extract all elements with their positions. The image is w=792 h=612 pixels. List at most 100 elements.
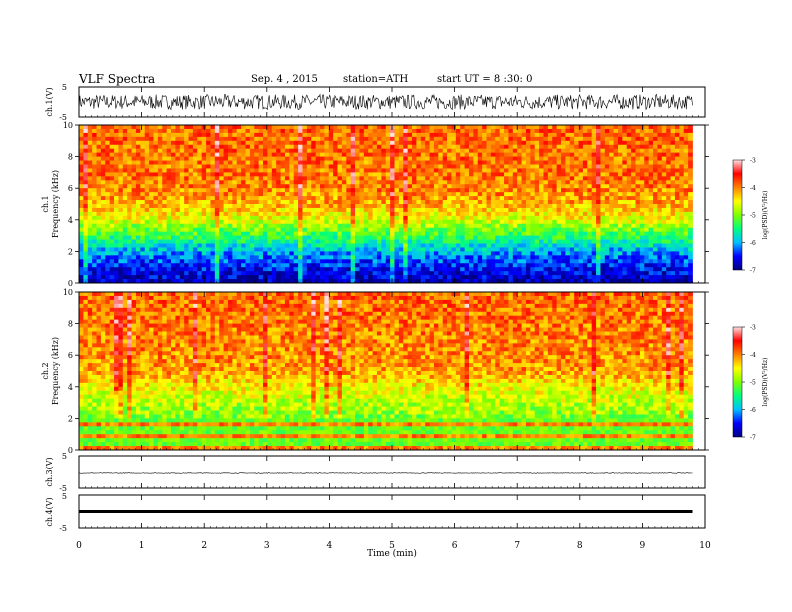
spectrogram-cell (495, 156, 501, 161)
spectrogram-cell (109, 160, 115, 165)
spectrogram-cell (83, 267, 89, 272)
spectrogram-cell (135, 140, 141, 146)
spectrogram-cell (355, 152, 360, 157)
spectrogram-cell (490, 140, 496, 146)
spectrogram-cell (512, 128, 518, 134)
spectrogram-cell (587, 180, 593, 185)
spectrogram-cell (320, 211, 325, 217)
spectrogram-cell (433, 132, 439, 138)
spectrogram-cell (315, 215, 321, 221)
spectrogram-cell (385, 227, 391, 233)
spectrogram-cell (140, 243, 146, 248)
spectrogram-cell (504, 215, 509, 221)
spectrogram-cell (293, 223, 299, 229)
spectrogram-cell (486, 180, 492, 185)
spectrogram-cell (315, 144, 321, 150)
spectrogram-cell (596, 231, 601, 236)
spectrogram-cell (206, 156, 211, 161)
spectrogram-cell (412, 243, 417, 248)
spectrogram-cell (609, 235, 614, 240)
spectrogram-cell (79, 263, 84, 268)
spectrogram-cell (346, 259, 352, 264)
spectrogram-cell (210, 125, 216, 130)
spectrogram-cell (561, 223, 566, 229)
spectrogram-cell (118, 259, 124, 264)
spectrogram-cell (499, 263, 505, 268)
spectrogram-cell (280, 152, 286, 157)
spectrogram-cell (232, 164, 238, 169)
spectrogram-cell (324, 140, 330, 146)
spectrogram-cell (241, 275, 246, 280)
spectrogram-cell (442, 156, 448, 161)
spectrogram-cell (394, 132, 400, 138)
spectrogram-cell (622, 219, 628, 225)
spectrogram-cell (171, 211, 176, 217)
spectrogram-cell (613, 148, 619, 154)
spectrogram-cell (328, 239, 334, 244)
spectrogram-cell (149, 259, 154, 264)
spectrogram-cell (613, 239, 619, 244)
spectrogram-cell (521, 204, 527, 209)
spectrogram-cell (425, 192, 430, 197)
spectrogram-cell (429, 223, 435, 229)
spectrogram-cell (324, 211, 330, 217)
spectrogram-cell (517, 227, 522, 233)
spectrogram-cell (311, 267, 317, 272)
spectrogram-cell (517, 196, 522, 201)
spectrogram-cell (425, 132, 430, 138)
spectrogram-cell (232, 152, 238, 157)
spectrogram-cell (153, 160, 159, 165)
spectrogram-cell (162, 160, 168, 165)
spectrogram-cell (87, 128, 93, 134)
spectrogram-cell (302, 176, 308, 181)
spectrogram-cell (254, 267, 260, 272)
spectrogram-cell (140, 188, 146, 193)
spectrogram-cell (552, 188, 558, 193)
spectrogram-cell (166, 271, 172, 276)
spectrogram-cell (429, 144, 435, 150)
spectrogram-cell (337, 279, 343, 284)
spectrogram-cell (578, 223, 584, 229)
spectrogram-cell (442, 192, 448, 197)
spectrogram-cell (604, 148, 610, 154)
spectrogram-cell (289, 255, 295, 260)
spectrogram-cell (105, 247, 111, 252)
spectrogram-cell (333, 239, 338, 244)
spectrogram-cell (258, 164, 264, 169)
spectrogram-cell (534, 223, 540, 229)
spectrogram-cell (412, 263, 417, 268)
spectrogram-cell (543, 243, 549, 248)
spectrogram-cell (315, 156, 321, 161)
spectrogram-cell (464, 223, 470, 229)
spectrogram-cell (355, 176, 360, 181)
spectrogram-cell (236, 148, 242, 154)
spectrogram-cell (245, 176, 251, 181)
spectrogram-cell (83, 188, 89, 193)
spectrogram-cell (210, 219, 216, 225)
spectrogram-cell (521, 239, 527, 244)
spectrogram-cell (394, 200, 400, 205)
spectrogram-cell (298, 132, 303, 138)
spectrogram-cell (438, 243, 444, 248)
spectrogram-cell (280, 207, 286, 213)
spectrogram-cell (552, 160, 558, 165)
ch1-waveform-line (78, 93, 693, 111)
spectrogram-cell (534, 156, 540, 161)
spectrogram-cell (368, 156, 373, 161)
spectrogram-cell (582, 152, 588, 157)
spectrogram-cell (464, 215, 470, 221)
spectrogram-cell (451, 259, 457, 264)
spectrogram-cell (512, 251, 518, 256)
spectrogram-cell (420, 196, 426, 201)
spectrogram-cell (179, 231, 185, 236)
spectrogram-cell (249, 207, 255, 213)
spectrogram-cell (604, 271, 610, 276)
spectrogram-cell (363, 231, 369, 236)
spectrogram-cell (508, 125, 514, 130)
spectrogram-cell (236, 136, 242, 142)
spectrogram-cell (438, 176, 444, 181)
spectrogram-cell (341, 275, 347, 280)
spectrogram-cell (306, 192, 312, 197)
spectrogram-cell (504, 239, 509, 244)
spectrogram-cell (227, 172, 233, 177)
